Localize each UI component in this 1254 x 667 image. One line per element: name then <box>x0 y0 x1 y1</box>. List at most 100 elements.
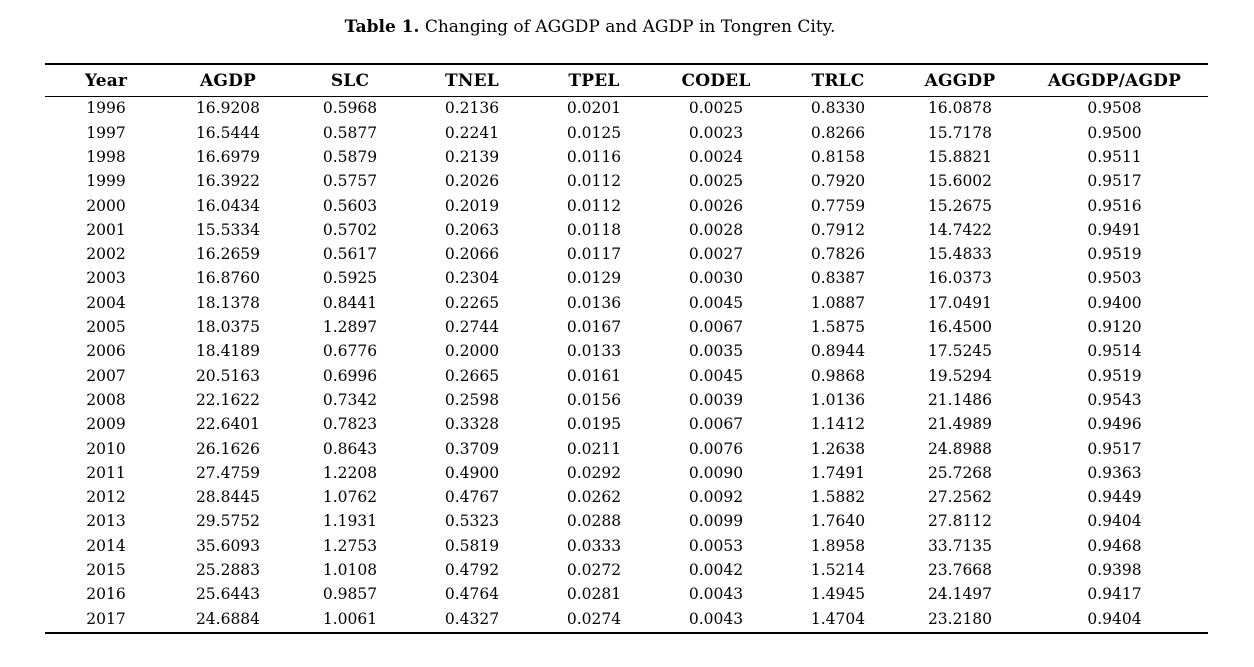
table-caption-label: Table 1. <box>344 17 420 37</box>
table-cell: 2002 <box>86 245 126 264</box>
table-header: Year AGDP SLC TNEL TPEL CODEL TRLC AGGDP AGGDP/A… <box>45 64 1208 97</box>
table-row: 1999 16.3922 0.5757 0.2026 0.0112 0.0025 0.792… <box>45 170 1208 194</box>
table-cell: 0.9511 <box>1087 147 1142 166</box>
table-cell: 0.0274 <box>566 609 622 628</box>
table-cell: 0.0099 <box>688 512 744 531</box>
table-cell: 26.1626 <box>195 439 261 458</box>
table-cell: 1.2208 <box>322 463 378 482</box>
table-cell: 0.5819 <box>444 536 500 555</box>
table-cell: 0.9491 <box>1087 220 1142 239</box>
table-cell: 0.8266 <box>810 123 866 142</box>
table-cell: 0.9404 <box>1087 609 1142 628</box>
column-header-tpel: TPEL <box>568 70 620 91</box>
table-cell: 27.8112 <box>927 512 993 531</box>
table-cell: 0.0025 <box>688 172 744 191</box>
table-caption: Table 1. Changing of AGGDP and AGDP in T… <box>0 17 1180 37</box>
table-row: 2012 28.8445 1.0762 0.4767 0.0262 0.0092 1.588… <box>45 486 1208 510</box>
table-cell: 2007 <box>86 366 126 385</box>
table-cell: 0.0262 <box>566 488 622 507</box>
table-cell: 0.8944 <box>810 342 866 361</box>
table-cell: 0.2000 <box>444 342 500 361</box>
table-cell: 0.9503 <box>1087 269 1142 288</box>
column-header-trlc: TRLC <box>811 70 865 91</box>
table-cell: 1996 <box>86 99 126 118</box>
table-cell: 0.0116 <box>566 147 622 166</box>
table-cell: 1.5214 <box>810 561 866 580</box>
table-cell: 16.0373 <box>927 269 993 288</box>
table-cell: 2010 <box>86 439 126 458</box>
table-cell: 0.0067 <box>688 318 744 337</box>
table-cell: 14.7422 <box>927 220 993 239</box>
table-cell: 0.4792 <box>444 561 500 580</box>
table-cell: 0.8330 <box>810 99 866 118</box>
table-cell: 21.1486 <box>927 390 993 409</box>
table-cell: 1.1412 <box>810 415 866 434</box>
table-cell: 0.0281 <box>566 585 622 604</box>
table-cell: 2001 <box>86 220 126 239</box>
table-cell: 0.9516 <box>1087 196 1142 215</box>
table-cell: 0.2265 <box>444 293 500 312</box>
table-cell: 27.2562 <box>927 488 993 507</box>
table-cell: 0.0112 <box>566 172 622 191</box>
table-cell: 0.6776 <box>322 342 378 361</box>
table-cell: 2014 <box>86 536 126 555</box>
table-cell: 1997 <box>86 123 126 142</box>
table-cell: 2006 <box>86 342 126 361</box>
table-cell: 16.9208 <box>195 99 261 118</box>
table-cell: 0.8441 <box>322 293 378 312</box>
table-cell: 0.5757 <box>322 172 378 191</box>
table-cell: 0.9514 <box>1087 342 1142 361</box>
table-cell: 0.9449 <box>1087 488 1142 507</box>
table-cell: 0.9868 <box>810 366 866 385</box>
table-cell: 16.6979 <box>195 147 261 166</box>
table-cell: 0.7759 <box>810 196 866 215</box>
column-header-tnel: TNEL <box>445 70 499 91</box>
table-row: 2004 18.1378 0.8441 0.2265 0.0136 0.0045 1.088… <box>45 291 1208 315</box>
table-cell: 25.7268 <box>927 463 993 482</box>
column-header-year: Year <box>84 70 128 91</box>
table-cell: 0.0167 <box>566 318 622 337</box>
table-cell: 0.9517 <box>1087 172 1142 191</box>
table-cell: 1.5882 <box>810 488 866 507</box>
table-cell: 1.0887 <box>810 293 866 312</box>
table-cell: 0.0039 <box>688 390 744 409</box>
table-cell: 2012 <box>86 488 126 507</box>
table-cell: 2004 <box>86 293 126 312</box>
table-cell: 0.0292 <box>566 463 622 482</box>
table-cell: 24.6884 <box>195 609 261 628</box>
table-cell: 0.2066 <box>444 245 500 264</box>
table-row: 2002 16.2659 0.5617 0.2066 0.0117 0.0027 0.782… <box>45 243 1208 267</box>
table-cell: 17.5245 <box>927 342 993 361</box>
table-cell: 2000 <box>86 196 126 215</box>
table-cell: 24.1497 <box>927 585 993 604</box>
table-cell: 0.0042 <box>688 561 744 580</box>
table-cell: 1.2638 <box>810 439 866 458</box>
table-cell: 35.6093 <box>195 536 261 555</box>
table-cell: 0.0053 <box>688 536 744 555</box>
table-cell: 0.2139 <box>444 147 500 166</box>
column-header-slc: SLC <box>330 70 370 91</box>
table-cell: 2017 <box>86 609 126 628</box>
table-cell: 0.0045 <box>688 293 744 312</box>
table-cell: 0.7823 <box>322 415 378 434</box>
table-cell: 28.8445 <box>195 488 261 507</box>
table-row: 2013 29.5752 1.1931 0.5323 0.0288 0.0099 1.764… <box>45 510 1208 534</box>
table-cell: 0.0090 <box>688 463 744 482</box>
table-cell: 22.1622 <box>195 390 261 409</box>
table-row: 1998 16.6979 0.5879 0.2139 0.0116 0.0024 0.815… <box>45 146 1208 170</box>
table-row: 2009 22.6401 0.7823 0.3328 0.0195 0.0067 1.141… <box>45 413 1208 437</box>
table-cell: 0.0333 <box>566 536 622 555</box>
table-cell: 0.8643 <box>322 439 378 458</box>
table-cell: 0.0125 <box>566 123 622 142</box>
table-row: 2010 26.1626 0.8643 0.3709 0.0211 0.0076 1.263… <box>45 437 1208 461</box>
table-cell: 1.0061 <box>322 609 378 628</box>
table-cell: 23.7668 <box>927 561 993 580</box>
table-cell: 15.6002 <box>927 172 993 191</box>
table-cell: 29.5752 <box>195 512 261 531</box>
table-cell: 0.5702 <box>322 220 378 239</box>
table-cell: 0.9496 <box>1087 415 1142 434</box>
table-cell: 0.0136 <box>566 293 622 312</box>
table-cell: 0.8387 <box>810 269 866 288</box>
column-header-aggdp-agdp: AGGDP/AGDP <box>1047 70 1182 91</box>
